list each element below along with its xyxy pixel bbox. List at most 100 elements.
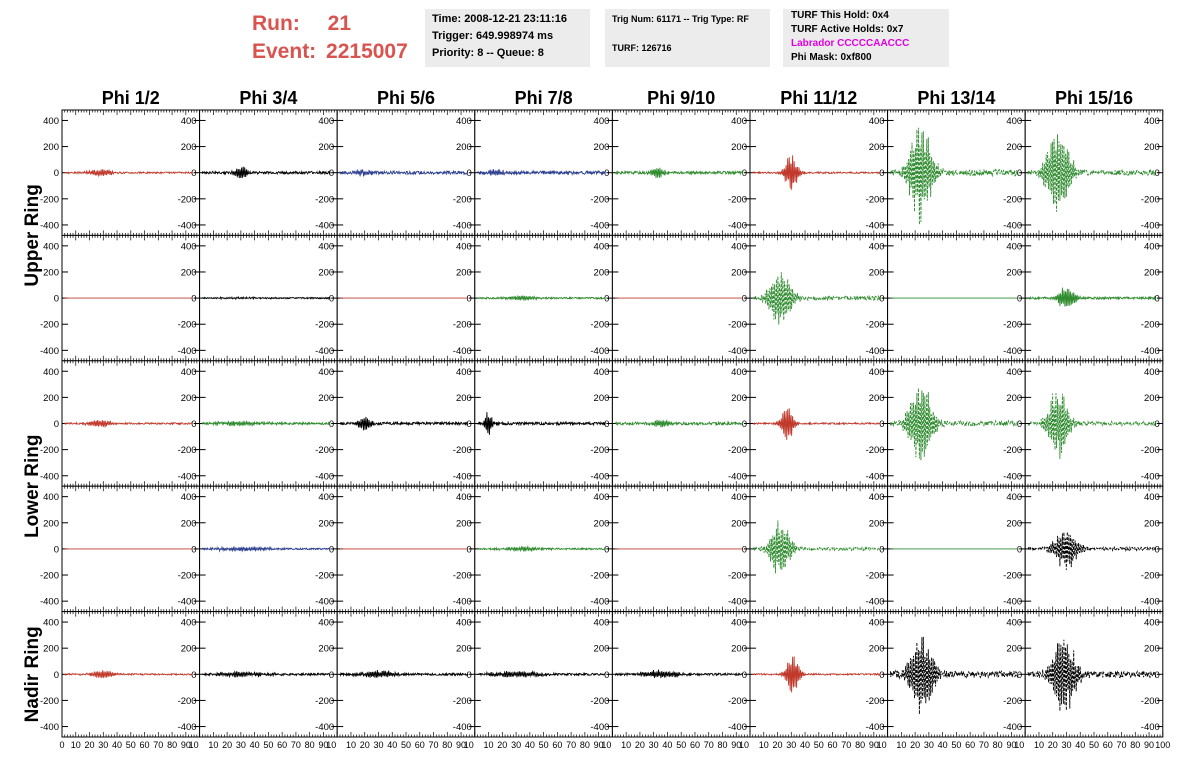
- waveform-trace: [339, 669, 469, 679]
- x-tick-label: 80: [855, 740, 865, 750]
- y-tick-label: 0: [879, 168, 884, 179]
- x-tick-label: 70: [291, 740, 301, 750]
- x-tick-label: 80: [1130, 740, 1140, 750]
- y-tick-label: -400: [315, 722, 334, 733]
- turf-info-panel: TURF This Hold: 0x4 TURF Active Holds: 0…: [783, 9, 949, 67]
- labrador-text: Labrador CCCCCAACCC: [791, 38, 910, 49]
- x-tick-label: 70: [153, 740, 163, 750]
- y-tick-label: -200: [453, 571, 472, 582]
- y-tick-label: 400: [869, 116, 885, 127]
- x-tick-label: 80: [717, 740, 727, 750]
- y-tick-label: -200: [178, 696, 197, 707]
- y-tick-label: 400: [594, 241, 610, 252]
- y-tick-label: 0: [604, 168, 609, 179]
- time-text: Time: 2008-12-21 23:11:16: [432, 13, 567, 25]
- x-tick-label: 20: [85, 740, 95, 750]
- y-tick-label: 200: [318, 267, 334, 278]
- y-tick-label: 400: [456, 492, 472, 503]
- y-tick-label: 400: [181, 241, 197, 252]
- trig-num-text: Trig Num: 61171 -- Trig Type: RF: [612, 14, 749, 24]
- y-tick-label: 0: [191, 168, 196, 179]
- x-tick-label: 90: [1144, 740, 1154, 750]
- waveform-trace: [614, 167, 744, 179]
- y-tick-label: 0: [604, 670, 609, 681]
- waveform-panel: -400 -200 0 200 400: [199, 109, 338, 236]
- y-tick-label: 400: [1144, 367, 1160, 378]
- y-tick-label: 0: [1155, 670, 1160, 681]
- y-tick-label: 400: [1006, 367, 1022, 378]
- y-tick-label: -400: [453, 346, 472, 357]
- x-tick-label: 70: [979, 740, 989, 750]
- y-tick-label: 0: [329, 670, 334, 681]
- y-tick-label: -200: [178, 320, 197, 331]
- x-tick-label: 80: [580, 740, 590, 750]
- y-tick-label: -400: [866, 597, 885, 608]
- waveform-panel: -400 -200 0 200 400: [199, 234, 338, 362]
- y-tick-label: -200: [1003, 571, 1022, 582]
- x-tick-label: 70: [429, 740, 439, 750]
- y-tick-label: -200: [40, 445, 59, 456]
- x-tick-label: 10: [896, 740, 906, 750]
- x-tick-label: 30: [373, 740, 383, 750]
- x-tick-label: 40: [250, 740, 260, 750]
- waveform-trace: [202, 295, 331, 301]
- y-tick-label: 0: [879, 670, 884, 681]
- y-tick-label: -200: [590, 445, 609, 456]
- x-tick-label: 40: [938, 740, 948, 750]
- y-tick-label: 0: [742, 168, 747, 179]
- x-tick-label: 30: [924, 740, 934, 750]
- y-tick-label: -200: [728, 320, 747, 331]
- y-tick-label: 200: [43, 644, 59, 655]
- x-tick-label: 60: [552, 740, 562, 750]
- y-tick-label: 200: [181, 518, 197, 529]
- y-tick-label: -200: [178, 445, 197, 456]
- x-tick-label: 10: [208, 740, 218, 750]
- x-tick-label: 20: [222, 740, 232, 750]
- row-title: Lower Ring: [22, 434, 43, 537]
- waveform-panel: -400 -200 0 200 400: [1024, 360, 1164, 487]
- x-tick-label: 10: [601, 740, 611, 750]
- y-tick-label: -200: [178, 194, 197, 205]
- y-tick-label: 200: [181, 267, 197, 278]
- y-tick-label: 200: [43, 142, 59, 153]
- phi-mask-text: Phi Mask: 0xf800: [791, 52, 872, 63]
- y-tick-label: -200: [1141, 571, 1160, 582]
- waveform-panel: -400 -200 0 200 400: [474, 485, 613, 613]
- waveform-trace: [1027, 639, 1157, 712]
- y-tick-label: 400: [594, 116, 610, 127]
- run-event-header: Run: 21 Event: 2215007: [252, 10, 408, 66]
- x-tick-label: 90: [869, 740, 879, 750]
- y-tick-label: -400: [1141, 722, 1160, 733]
- y-tick-label: -400: [178, 597, 197, 608]
- waveform-trace: [1027, 393, 1157, 459]
- y-tick-label: -400: [1003, 722, 1022, 733]
- x-tick-label: 50: [676, 740, 686, 750]
- y-tick-label: 0: [467, 168, 472, 179]
- waveform-trace: [752, 656, 882, 693]
- y-tick-label: 200: [731, 644, 747, 655]
- waveform-panel: -400 -200 0 200 400: [749, 360, 889, 487]
- y-tick-label: 400: [181, 492, 197, 503]
- waveform-panel: -400 -400 -200 -200 0 0 200 200 400 400: [40, 109, 201, 236]
- y-tick-label: 400: [181, 618, 197, 629]
- y-tick-label: 400: [869, 492, 885, 503]
- x-tick-label: 40: [662, 740, 672, 750]
- y-tick-label: -200: [866, 696, 885, 707]
- x-tick-label: 80: [442, 740, 452, 750]
- y-tick-label: 0: [329, 544, 334, 555]
- y-tick-label: 400: [1006, 116, 1022, 127]
- waveform-panel: -400 -200 0 200 400: [1024, 611, 1164, 738]
- y-tick-label: 200: [869, 393, 885, 404]
- column-title: Phi 9/10: [647, 88, 715, 108]
- y-tick-label: 0: [742, 294, 747, 305]
- x-tick-label: 90: [1006, 740, 1016, 750]
- x-tick-label: 10: [1014, 740, 1024, 750]
- y-tick-label: -200: [866, 194, 885, 205]
- y-tick-label: -400: [728, 597, 747, 608]
- waveform-panel: -400 -200 0 200 400: [199, 485, 338, 613]
- y-tick-label: -200: [453, 445, 472, 456]
- y-tick-label: -400: [178, 471, 197, 482]
- y-tick-label: -400: [178, 722, 197, 733]
- y-tick-label: 0: [1155, 419, 1160, 430]
- y-tick-label: 400: [731, 492, 747, 503]
